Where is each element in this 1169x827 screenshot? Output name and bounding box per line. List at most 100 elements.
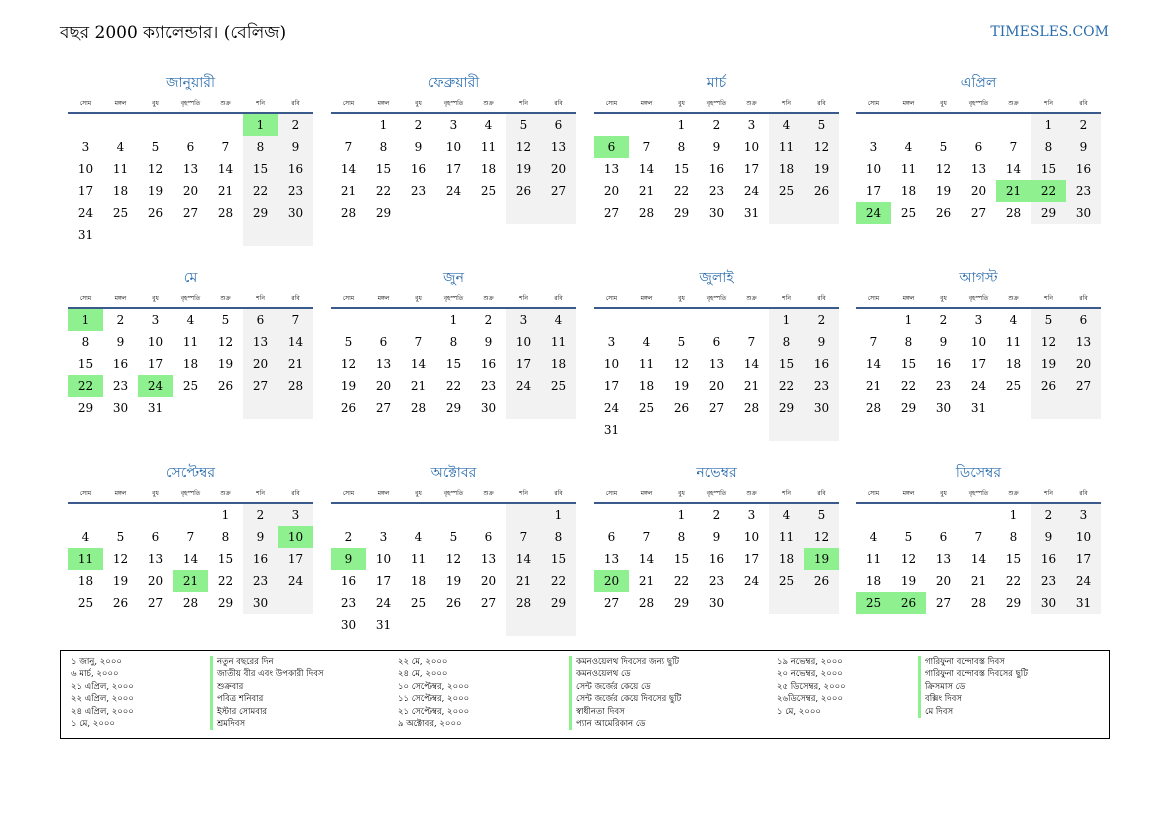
day-cell: 2 bbox=[712, 118, 721, 132]
holiday-day-cell: 24 bbox=[856, 202, 891, 224]
day-cell: 7 bbox=[278, 308, 313, 331]
day-cell: 8 bbox=[81, 335, 90, 349]
day-cell: 7 bbox=[344, 140, 353, 154]
day-cell: 18 bbox=[769, 158, 804, 180]
day-cell: 5 bbox=[221, 313, 230, 327]
day-cell: 13 bbox=[541, 136, 576, 158]
day-cell: 7 bbox=[186, 530, 195, 544]
page-title: বছর 2000 ক্যালেন্ডার। (বেলিজ) bbox=[60, 23, 287, 43]
weekday-header: সোম bbox=[856, 94, 891, 114]
month-table: সোম মঙ্গল বুধ বৃহস্পতি শুক্র শনি রবি 1 2 3 4 5 6 7 8 9 1… bbox=[68, 484, 313, 614]
day-cell: 11 bbox=[541, 331, 576, 353]
site-link[interactable]: TIMESLES.COM bbox=[990, 24, 1109, 40]
day-cell: 19 bbox=[217, 357, 234, 371]
day-cell: 16 bbox=[243, 548, 278, 570]
weekday-header: বুধ bbox=[401, 94, 436, 114]
day-cell: 10 bbox=[743, 530, 760, 544]
weekday-header: সোম bbox=[856, 289, 891, 309]
day-cell: 18 bbox=[77, 574, 94, 588]
day-cell: 16 bbox=[340, 574, 357, 588]
day-cell: 28 bbox=[638, 206, 655, 220]
day-cell: 28 bbox=[278, 375, 313, 397]
day-cell: 21 bbox=[506, 570, 541, 592]
day-cell: 30 bbox=[1066, 202, 1101, 224]
day-cell: 2 bbox=[1031, 503, 1066, 526]
day-cell: 7 bbox=[974, 530, 983, 544]
day-cell: 25 bbox=[769, 570, 804, 592]
day-cell: 16 bbox=[480, 357, 497, 371]
day-cell: 19 bbox=[506, 158, 541, 180]
empty-cell bbox=[699, 419, 734, 441]
day-cell: 27 bbox=[480, 596, 497, 610]
day-cell: 21 bbox=[340, 184, 357, 198]
day-cell: 10 bbox=[970, 335, 987, 349]
day-cell: 6 bbox=[541, 113, 576, 136]
weekday-header: শনি bbox=[1031, 94, 1066, 114]
day-cell: 29 bbox=[217, 596, 234, 610]
day-cell: 23 bbox=[112, 379, 129, 393]
day-cell: 9 bbox=[116, 335, 125, 349]
day-cell: 13 bbox=[970, 162, 987, 176]
day-cell: 1 bbox=[1009, 508, 1018, 522]
day-cell: 10 bbox=[375, 552, 392, 566]
weekday-header: বৃহস্পতি bbox=[961, 94, 996, 114]
day-cell: 18 bbox=[769, 548, 804, 570]
holiday-day-cell: 20 bbox=[594, 570, 629, 592]
day-cell: 28 bbox=[182, 596, 199, 610]
empty-cell bbox=[594, 113, 629, 136]
day-cell: 19 bbox=[147, 184, 164, 198]
day-cell: 26 bbox=[673, 401, 690, 415]
legend-date: ২৫ ডিসেম্বর, ২০০০ bbox=[777, 681, 846, 692]
day-cell: 2 bbox=[1066, 113, 1101, 136]
empty-cell bbox=[506, 503, 541, 526]
day-cell: 3 bbox=[449, 118, 458, 132]
day-cell: 15 bbox=[243, 158, 278, 180]
empty-cell bbox=[138, 224, 173, 246]
empty-cell bbox=[138, 503, 173, 526]
month-name: এপ্রিল bbox=[960, 75, 997, 91]
day-cell: 6 bbox=[939, 530, 948, 544]
month-name: জুলাই bbox=[699, 270, 734, 286]
day-cell: 26 bbox=[1031, 375, 1066, 397]
day-cell: 14 bbox=[638, 552, 655, 566]
empty-cell bbox=[996, 397, 1031, 419]
weekday-header: শুক্র bbox=[996, 289, 1031, 309]
day-cell: 18 bbox=[410, 574, 427, 588]
holiday-day-cell: 6 bbox=[594, 136, 629, 158]
day-cell: 11 bbox=[900, 162, 917, 176]
day-cell: 3 bbox=[747, 508, 756, 522]
day-cell: 3 bbox=[974, 313, 983, 327]
legend-date: ১ মে, ২০০০ bbox=[777, 706, 821, 717]
day-cell: 14 bbox=[970, 552, 987, 566]
day-cell: 25 bbox=[182, 379, 199, 393]
legend-date: ২৪ মে, ২০০০ bbox=[398, 669, 448, 680]
legend-date: ১ মে, ২০০০ bbox=[71, 718, 115, 729]
day-cell: 10 bbox=[743, 140, 760, 154]
weekday-header: সোম bbox=[68, 484, 103, 504]
day-cell: 24 bbox=[743, 574, 760, 588]
weekday-header: মঙ্গল bbox=[366, 94, 401, 114]
day-cell: 23 bbox=[243, 570, 278, 592]
day-cell: 17 bbox=[743, 162, 760, 176]
day-cell: 3 bbox=[151, 313, 160, 327]
day-cell: 3 bbox=[506, 308, 541, 331]
day-cell: 4 bbox=[116, 140, 125, 154]
weekday-header: শুক্র bbox=[734, 484, 769, 504]
legend-holiday-name: গারিফুনা বন্দোবস্ত দিবস bbox=[925, 657, 1005, 667]
empty-cell bbox=[68, 113, 103, 136]
day-cell: 22 bbox=[673, 184, 690, 198]
day-cell: 7 bbox=[869, 335, 878, 349]
day-cell: 31 bbox=[970, 401, 987, 415]
day-cell: 17 bbox=[445, 162, 462, 176]
day-cell: 22 bbox=[243, 180, 278, 202]
day-cell: 29 bbox=[673, 596, 690, 610]
legend-name-column: গারিফুনা বন্দোবস্ত দিবস গারিফুনা বন্দোবস্… bbox=[918, 656, 1028, 718]
empty-cell bbox=[1031, 397, 1066, 419]
day-cell: 17 bbox=[506, 353, 541, 375]
month-block: ডিসেম্বর সোম মঙ্গল বুধ বৃহস্পতি শুক্র শনি রবি 1 2… bbox=[856, 462, 1101, 614]
weekday-header: রবি bbox=[1066, 484, 1101, 504]
day-cell: 28 bbox=[1005, 206, 1022, 220]
day-cell: 29 bbox=[769, 397, 804, 419]
day-cell: 15 bbox=[217, 552, 234, 566]
empty-cell bbox=[436, 202, 471, 224]
